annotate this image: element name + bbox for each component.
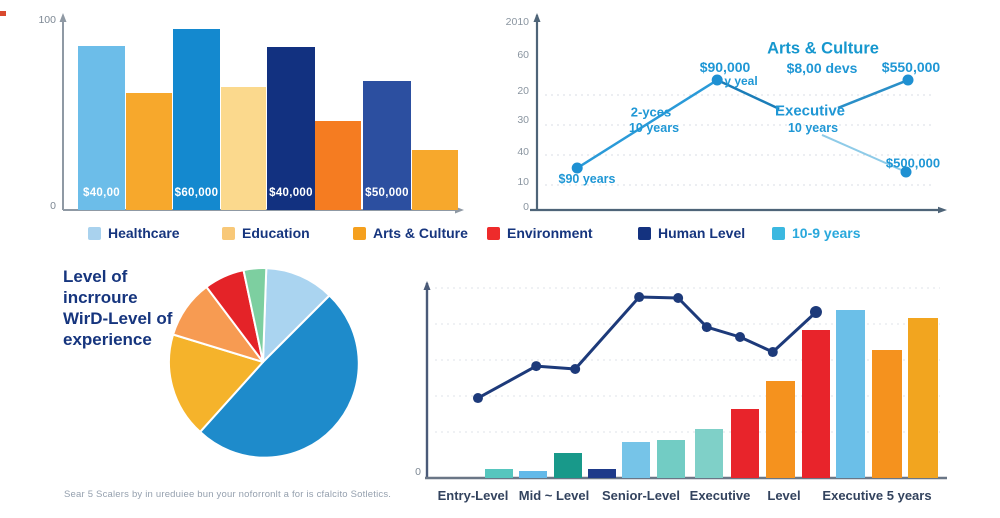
bar-value-label: $50,000 (365, 187, 409, 199)
x-axis-label: Level (767, 488, 801, 503)
annotation-end-high-label: $550,000 (881, 59, 941, 75)
bar (78, 46, 125, 210)
annotation-chart-subtitle: $8,00 devs (786, 60, 858, 76)
legend-item-label: Environment (507, 225, 593, 241)
y-tick-label: 30 (517, 114, 529, 126)
annotation-peak-label: $90,000 (699, 59, 751, 75)
legend-item: Human Level (638, 225, 745, 241)
legend-swatch (772, 226, 785, 240)
legend-item: Healthcare (88, 225, 180, 241)
pie-title-line: incrroure (63, 288, 138, 307)
bar (872, 350, 902, 478)
pie-title-line: Level of (63, 267, 128, 286)
bar-value-label: $40,000 (269, 187, 313, 199)
bar (485, 469, 513, 478)
data-point-dot (472, 393, 483, 404)
legend-swatch (487, 226, 500, 240)
legend-item: Arts & Culture (353, 225, 468, 241)
bar (412, 150, 458, 210)
legend-swatch (638, 226, 651, 240)
bar (657, 440, 685, 478)
bar (315, 121, 361, 210)
bar (622, 442, 650, 478)
x-axis-label: Entry-Level (437, 488, 509, 503)
y-tick-label: 10 (517, 176, 529, 188)
bar (731, 409, 759, 478)
annotation-peak-side-label: y yeal (724, 74, 758, 88)
bar (173, 29, 220, 210)
bar (519, 471, 547, 478)
pie-caption: Sear 5 Scalers by in ureduiee bun your n… (64, 489, 392, 500)
y-axis-arrow (59, 13, 67, 22)
y-tick-label: 20 (517, 85, 529, 97)
y-tick-label: 100 (38, 14, 56, 26)
y-tick-label: 0 (523, 201, 529, 213)
y-tick-label: 0 (415, 466, 421, 478)
legend-swatch (88, 226, 101, 240)
annotation-mid-label-1: 2-yces (630, 104, 672, 120)
annotation-end-low-label: $500,000 (885, 155, 941, 171)
bar (221, 87, 266, 210)
bar (267, 47, 315, 210)
pie-slice (199, 294, 360, 459)
bar-value-label: $40,00 (83, 187, 120, 199)
bar-value-label: $60,000 (174, 187, 219, 199)
x-axis-label: Mid ~ Level (518, 488, 590, 503)
x-axis-label: Executive (689, 488, 751, 503)
y-tick-label: 60 (517, 49, 529, 61)
legend-item: Education (222, 225, 310, 241)
legend-item: Environment (487, 225, 593, 241)
bar (802, 330, 830, 478)
data-point-dot (767, 347, 778, 358)
annotation-chart-title: Arts & Culture (767, 39, 879, 58)
data-point-dot (531, 361, 542, 372)
pie-title-line: experience (63, 330, 152, 349)
line-segment (837, 78, 909, 110)
pie-slice (205, 269, 264, 363)
annotation-mid-label-2: 10 years (628, 121, 680, 135)
data-point-dot (711, 74, 723, 86)
y-tick-label: 0 (50, 200, 56, 212)
bar (908, 318, 938, 478)
pie-slice (242, 267, 268, 363)
bar (588, 469, 616, 478)
legend-item-label: Arts & Culture (373, 225, 468, 241)
y-tick-label: 2010 (505, 16, 529, 28)
legend-item: 10-9 years (772, 225, 861, 241)
annotation-start-label: $90 years (558, 172, 616, 186)
data-point-dot (902, 74, 914, 86)
legend-swatch (222, 226, 235, 240)
bar (126, 93, 172, 210)
data-point-dot (735, 332, 746, 343)
y-tick-label: 40 (517, 146, 529, 158)
data-point-dot (809, 306, 822, 319)
bar (363, 81, 411, 210)
x-axis-arrow (938, 206, 947, 214)
y-axis-arrow (533, 13, 541, 22)
data-point-dot (673, 293, 684, 304)
annotation-dip-label: Executive (774, 102, 846, 120)
legend-item-label: 10-9 years (792, 225, 861, 241)
edge-mark-red (0, 11, 6, 16)
legend-item-label: Healthcare (108, 225, 180, 241)
legend-item-label: Human Level (658, 225, 746, 241)
data-point-dot (634, 292, 645, 303)
data-point-dot (570, 363, 581, 374)
y-axis-arrow (423, 281, 431, 290)
bar (554, 453, 582, 478)
bar (766, 381, 795, 478)
legend-item-label: Education (242, 225, 310, 241)
data-point-dot (701, 322, 712, 333)
pie-slice (168, 333, 264, 433)
bar (695, 429, 723, 478)
bar (836, 310, 865, 478)
pie-title-line: WirD-Level of (63, 309, 173, 328)
x-axis-label: Executive 5 years (822, 488, 932, 503)
pie-slice (262, 267, 331, 363)
annotation-dip-sublabel: 10 years (787, 121, 839, 135)
legend-swatch (353, 226, 366, 240)
pie-slice (172, 285, 264, 363)
x-axis-label: Senior-Level (601, 488, 681, 503)
